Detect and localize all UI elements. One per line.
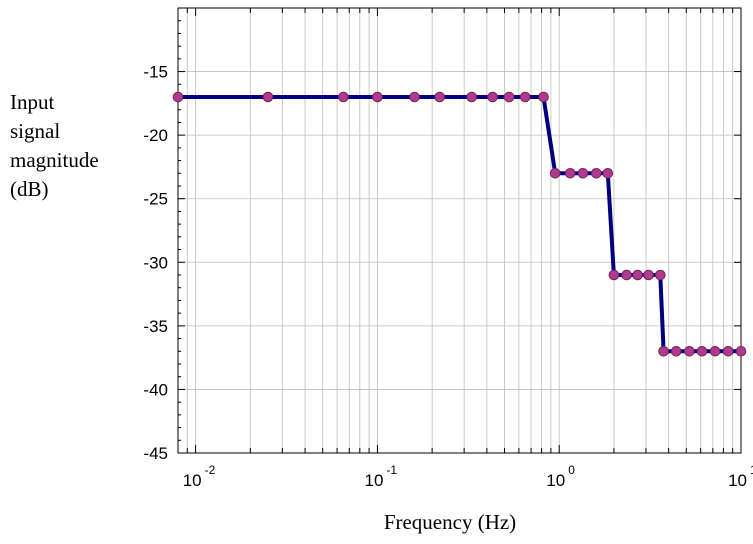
data-point bbox=[643, 269, 654, 281]
data-point bbox=[487, 91, 498, 103]
grid bbox=[177, 8, 742, 454]
data-point bbox=[709, 345, 721, 357]
data-point bbox=[658, 345, 669, 357]
y-tick-label: -35 bbox=[143, 317, 168, 336]
x-tick-label: 10-1 bbox=[364, 463, 397, 490]
data-point bbox=[434, 91, 445, 103]
data-point bbox=[632, 269, 643, 281]
y-axis-tick-labels: -45 -40 -35 -30 -25 -20 -15 bbox=[143, 63, 168, 463]
data-point bbox=[621, 269, 632, 281]
series-line bbox=[178, 95, 741, 354]
data-point bbox=[670, 345, 682, 357]
data-point bbox=[172, 91, 184, 103]
y-tick-label: -25 bbox=[143, 190, 168, 209]
data-point bbox=[696, 345, 708, 357]
y-axis-label-line: (dB) bbox=[10, 177, 49, 201]
data-point bbox=[372, 91, 383, 103]
y-tick-label: -45 bbox=[143, 444, 168, 463]
y-axis-label-line: Input bbox=[10, 90, 55, 114]
data-point bbox=[735, 345, 747, 357]
data-point bbox=[338, 91, 349, 103]
data-point bbox=[519, 91, 531, 103]
x-axis-label: Frequency (Hz) bbox=[383, 510, 517, 534]
data-point bbox=[577, 167, 589, 179]
x-tick-exponent: -1 bbox=[386, 463, 397, 477]
data-point bbox=[549, 167, 561, 179]
y-axis-label-line: signal bbox=[10, 119, 61, 143]
y-tick-label: -20 bbox=[143, 126, 168, 145]
data-point bbox=[655, 269, 666, 281]
y-axis-label: Input signal magnitude (dB) bbox=[10, 88, 130, 204]
series-group bbox=[172, 91, 747, 357]
x-tick-exponent: -2 bbox=[205, 463, 216, 477]
x-tick-exponent: 0 bbox=[568, 463, 575, 477]
x-tick-base: 10 bbox=[183, 471, 202, 490]
x-tick-label: 101 bbox=[728, 463, 753, 490]
data-point bbox=[602, 167, 614, 179]
axis-ticks bbox=[177, 8, 742, 454]
data-point bbox=[466, 91, 477, 103]
y-tick-label: -15 bbox=[143, 63, 168, 82]
data-point bbox=[608, 269, 620, 281]
plot-frame bbox=[177, 7, 742, 454]
x-tick-label: 10-2 bbox=[183, 463, 216, 490]
x-tick-base: 10 bbox=[546, 471, 565, 490]
data-point bbox=[409, 91, 420, 103]
data-point bbox=[564, 167, 576, 179]
data-point bbox=[262, 91, 274, 103]
y-tick-label: -30 bbox=[143, 253, 168, 272]
x-tick-base: 10 bbox=[364, 471, 383, 490]
data-point bbox=[503, 91, 515, 103]
data-point bbox=[591, 167, 602, 179]
x-tick-exponent: 1 bbox=[750, 463, 753, 477]
data-point bbox=[538, 91, 549, 103]
data-point bbox=[722, 345, 734, 357]
data-point bbox=[684, 345, 695, 357]
y-tick-label: -40 bbox=[143, 380, 168, 399]
x-tick-label: 100 bbox=[546, 463, 575, 490]
x-axis-tick-labels: 10-210-1100101 bbox=[183, 463, 753, 490]
y-axis-label-line: magnitude bbox=[10, 148, 99, 172]
x-tick-base: 10 bbox=[728, 471, 747, 490]
